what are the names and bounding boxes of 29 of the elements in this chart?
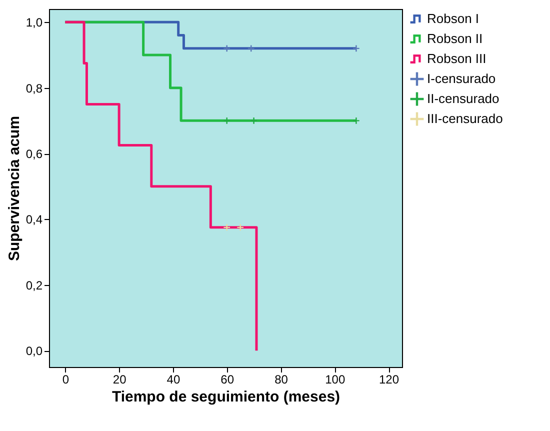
y-tick-label: 1,0 xyxy=(26,16,43,30)
point xyxy=(223,224,231,232)
y-tick-label: 0,8 xyxy=(26,81,43,96)
legend-label: Robson III xyxy=(427,51,486,66)
x-axis-title: Tiempo de seguimiento (meses) xyxy=(112,388,340,406)
x-tick-label: 60 xyxy=(220,372,234,386)
point xyxy=(223,44,231,52)
point xyxy=(250,116,258,124)
x-tick-label: 0 xyxy=(62,372,70,386)
y-axis-title: Supervivencia acum xyxy=(6,116,23,262)
point xyxy=(247,44,255,52)
point xyxy=(236,224,244,232)
y-tick-label: 0,6 xyxy=(26,147,43,162)
legend-label: Robson II xyxy=(427,31,483,46)
x-tick-label: 80 xyxy=(274,372,288,386)
point xyxy=(223,116,231,124)
legend-label: III-censurado xyxy=(427,111,503,126)
legend-label: Robson I xyxy=(427,11,480,26)
point xyxy=(352,44,360,52)
y-tick-label: 0,0 xyxy=(26,344,43,358)
legend-label: I-censurado xyxy=(427,71,496,86)
x-tick-label: 100 xyxy=(325,372,346,386)
x-tick-label: 40 xyxy=(166,372,180,386)
y-tick-label: 0,2 xyxy=(26,278,43,292)
point xyxy=(352,116,360,124)
x-tick-label: 120 xyxy=(379,372,400,386)
x-tick-label: 20 xyxy=(112,372,127,386)
legend-label: II-censurado xyxy=(427,91,500,106)
y-tick-label: 0,4 xyxy=(26,212,43,227)
